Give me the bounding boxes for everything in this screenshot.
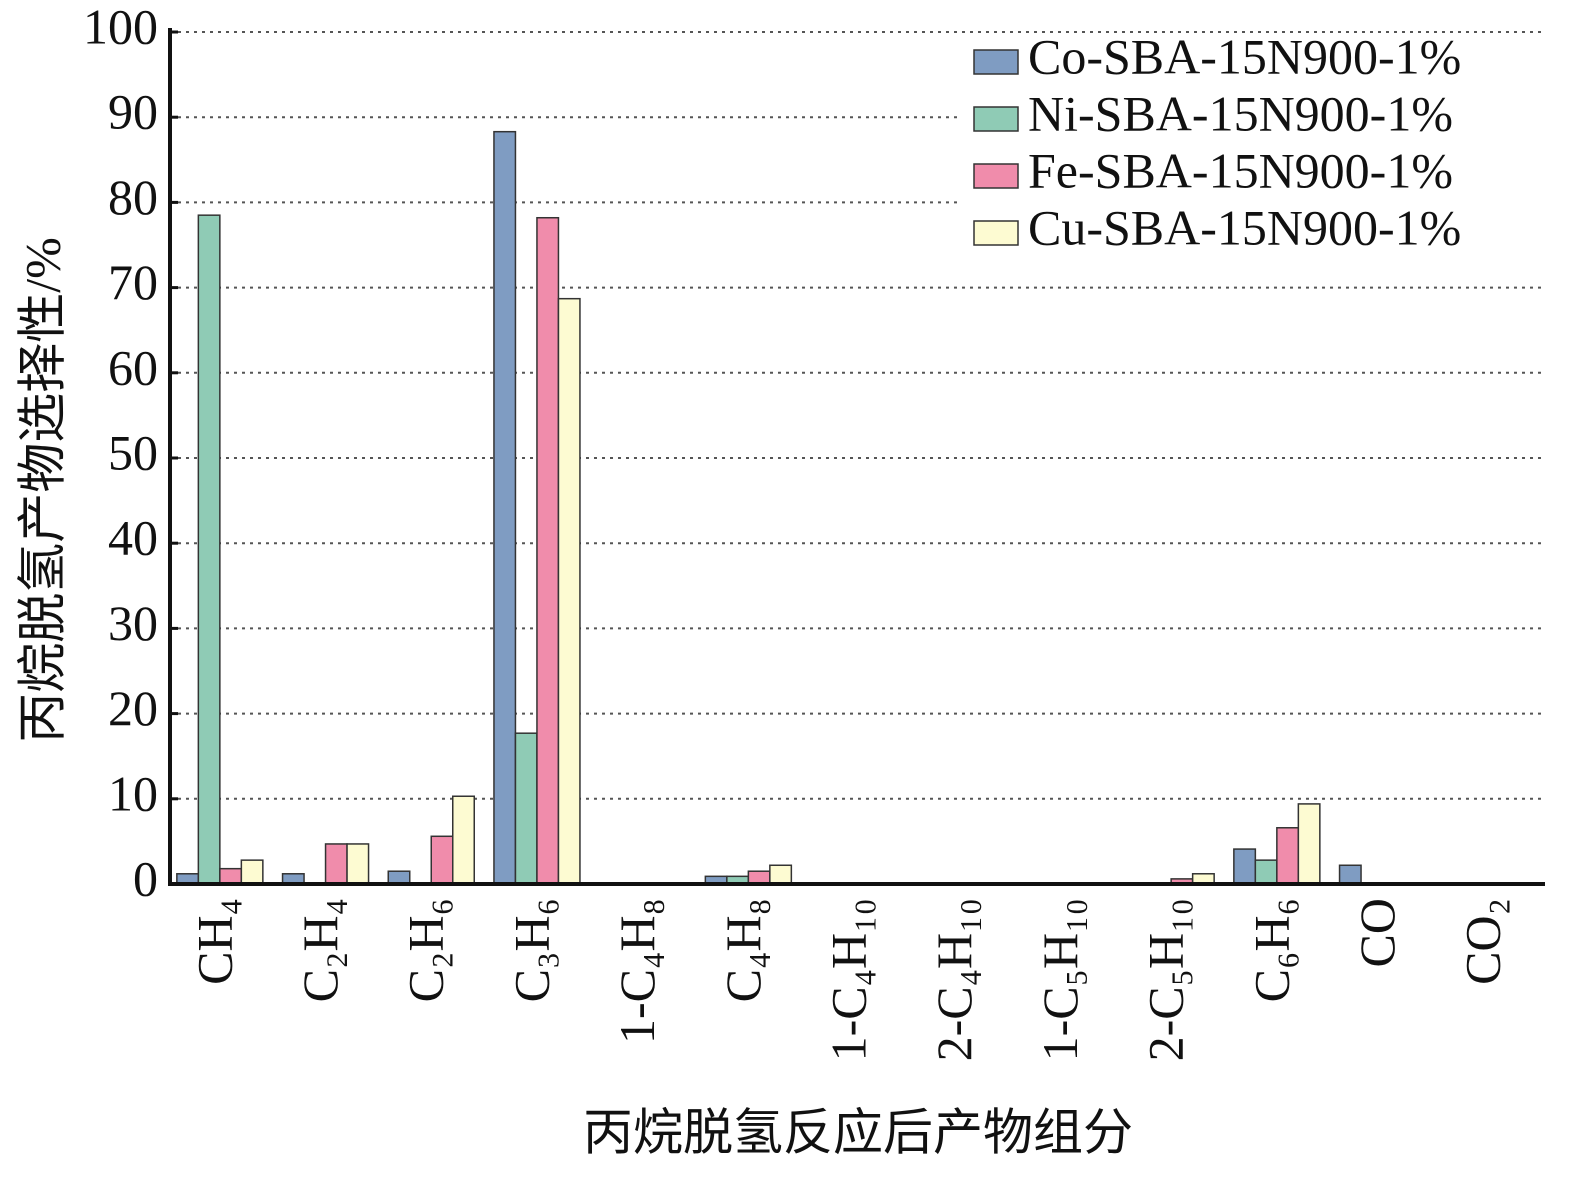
y-tick-label: 0	[133, 850, 158, 906]
legend-label: Ni-SBA-15N900-1%	[1028, 85, 1453, 141]
y-tick-label: 30	[108, 595, 158, 651]
bar	[1254, 859, 1278, 885]
x-tick-label: C₂H₆	[398, 898, 454, 1002]
bar	[452, 795, 475, 885]
y-tick-label: 90	[108, 84, 158, 140]
y-tick-label: 40	[108, 510, 158, 566]
y-tick-label: 10	[108, 765, 158, 821]
x-tick-label: 2-C₅H₁₀	[1138, 898, 1194, 1061]
y-axis-title: 丙烷脱氢产物选择性/%	[14, 237, 70, 743]
x-tick-label: CO	[1349, 898, 1405, 967]
legend-label: Co-SBA-15N900-1%	[1028, 28, 1461, 84]
legend-swatch	[973, 163, 1019, 189]
legend-swatch	[973, 106, 1019, 132]
legend-swatch	[973, 220, 1019, 246]
x-tick-label: CH₄	[186, 898, 242, 985]
x-tick-label: 1-C₄H₁₀	[821, 898, 877, 1061]
x-tick-label: 2-C₄H₁₀	[926, 898, 982, 1061]
bar	[197, 214, 221, 885]
y-tick-label: 70	[108, 254, 158, 310]
y-tick-label: 50	[108, 424, 158, 480]
x-tick-label: 1-C₄H₈	[609, 898, 665, 1044]
bar	[536, 216, 560, 885]
bar	[514, 732, 538, 885]
legend-label: Fe-SBA-15N900-1%	[1028, 142, 1453, 198]
x-tick-label: C₄H₈	[715, 898, 771, 1002]
bar	[557, 297, 581, 885]
x-tick-label: CO₂	[1455, 898, 1511, 985]
x-tick-label: C₆H₆	[1243, 898, 1299, 1002]
bar	[1233, 848, 1257, 885]
bar	[1276, 827, 1300, 885]
bar	[493, 130, 517, 885]
legend-swatch	[973, 49, 1019, 75]
bar	[430, 835, 454, 885]
x-tick-label: C₂H₄	[292, 898, 348, 1002]
y-tick-label: 80	[108, 169, 158, 225]
bar	[769, 864, 793, 885]
x-axis-title: 丙烷脱氢反应后产物组分	[583, 1104, 1133, 1160]
legend-label: Cu-SBA-15N900-1%	[1028, 199, 1461, 255]
y-tick-label: 60	[108, 339, 158, 395]
y-tick-label: 100	[83, 0, 158, 54]
bar	[240, 859, 264, 885]
bar	[1338, 864, 1362, 885]
x-tick-label: 1-C₅H₁₀	[1032, 898, 1088, 1061]
bar	[346, 843, 370, 885]
bar	[324, 843, 348, 885]
legend-box	[962, 36, 1565, 268]
bar	[1297, 803, 1321, 885]
x-tick-label: C₃H₆	[503, 898, 559, 1002]
bar	[219, 867, 243, 885]
y-tick-label: 20	[108, 680, 158, 736]
